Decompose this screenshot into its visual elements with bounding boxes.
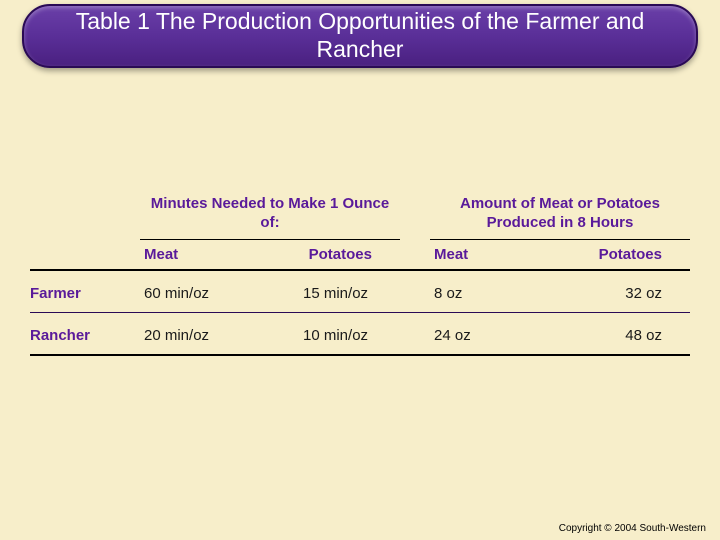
sub-header-potatoes: Potatoes xyxy=(258,246,400,263)
cell-amount-meat: 8 oz xyxy=(430,285,548,302)
row-label-rancher: Rancher xyxy=(30,327,140,344)
page-title: Table 1 The Production Opportunities of … xyxy=(54,8,666,63)
sub-header-meat: Meat xyxy=(430,246,548,263)
group-header-minutes: Minutes Needed to Make 1 Ounce of: xyxy=(140,195,400,239)
sub-header-amount: Meat Potatoes xyxy=(430,239,690,263)
group-header-row: Minutes Needed to Make 1 Ounce of: Meat … xyxy=(30,195,690,263)
table-row: Rancher 20 min/oz 10 min/oz 24 oz 48 oz xyxy=(30,313,690,356)
production-table: Minutes Needed to Make 1 Ounce of: Meat … xyxy=(30,195,690,356)
table-row: Farmer 60 min/oz 15 min/oz 8 oz 32 oz xyxy=(30,271,690,313)
cell-amount-potatoes: 48 oz xyxy=(548,327,690,344)
sub-header-meat: Meat xyxy=(140,246,258,263)
copyright-text: Copyright © 2004 South-Western xyxy=(559,523,706,534)
sub-header-minutes: Meat Potatoes xyxy=(140,239,400,263)
cell-minutes-meat: 60 min/oz xyxy=(140,285,241,302)
sub-header-potatoes: Potatoes xyxy=(548,246,690,263)
group-header-amount: Amount of Meat or Potatoes Produced in 8… xyxy=(430,195,690,239)
cell-minutes-potatoes: 15 min/oz xyxy=(241,285,400,302)
title-banner: Table 1 The Production Opportunities of … xyxy=(22,4,698,68)
cell-amount-meat: 24 oz xyxy=(430,327,548,344)
row-label-farmer: Farmer xyxy=(30,285,140,302)
cell-amount-potatoes: 32 oz xyxy=(548,285,690,302)
cell-minutes-potatoes: 10 min/oz xyxy=(241,327,400,344)
cell-minutes-meat: 20 min/oz xyxy=(140,327,241,344)
